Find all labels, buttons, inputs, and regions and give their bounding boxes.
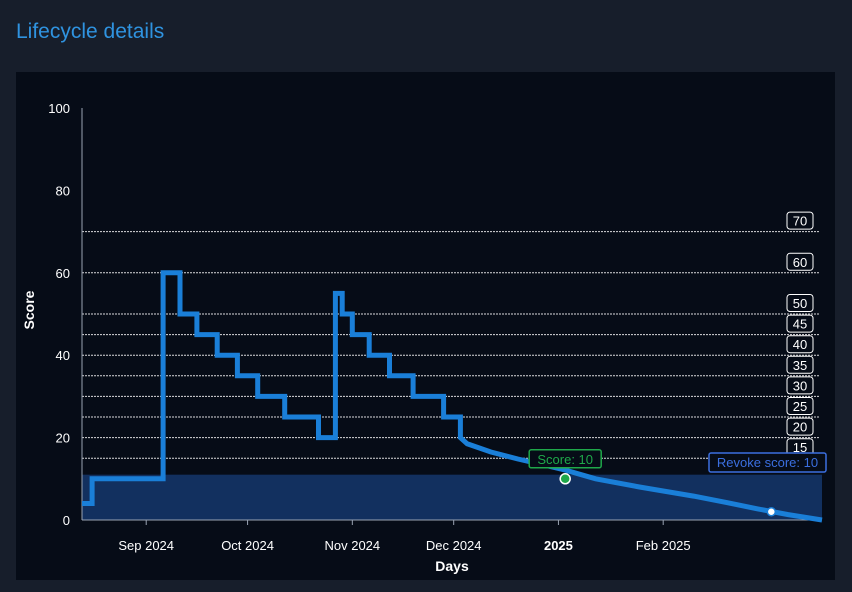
reference-label-box <box>786 335 814 354</box>
y-tick-label: 60 <box>56 266 70 281</box>
score-label-box <box>528 449 602 469</box>
chart-panel: 70 60 50 45 40 35 30 25 20 15 0 20 40 60 80 100 Sep 202… <box>16 72 835 580</box>
score-label: Score: 10 <box>537 452 593 467</box>
x-tick-label: Feb 2025 <box>636 538 691 553</box>
lifecycle-chart: 70 60 50 45 40 35 30 25 20 15 0 20 40 60 80 100 Sep 202… <box>21 101 827 574</box>
page-title: Lifecycle details <box>16 20 165 43</box>
reference-label-box <box>786 397 814 415</box>
x-axis-title: Days <box>435 558 469 574</box>
y-tick-label: 100 <box>48 101 70 116</box>
reference-label-box <box>786 211 814 230</box>
y-tick-label: 80 <box>56 183 70 198</box>
x-tick-label: Oct 2024 <box>221 538 274 553</box>
y-tick-label: 40 <box>56 348 70 363</box>
reference-label-box <box>786 417 814 436</box>
reference-label-box <box>786 252 814 271</box>
reference-label: 50 <box>793 296 807 311</box>
reference-label: 35 <box>793 358 807 373</box>
x-tick-label: Nov 2024 <box>324 538 380 553</box>
revoke-label-box <box>708 452 827 473</box>
reference-label: 25 <box>793 399 807 414</box>
reference-label: 40 <box>793 337 807 352</box>
score-marker-point[interactable] <box>559 473 571 485</box>
reference-label-box <box>786 314 814 333</box>
reference-label-box <box>786 294 814 312</box>
reference-label: 20 <box>793 420 807 435</box>
reference-label: 30 <box>793 378 807 393</box>
reference-label-box <box>786 376 814 395</box>
reference-label: 45 <box>793 317 807 332</box>
revoke-label: Revoke score: 10 <box>717 455 818 470</box>
x-tick-label: Sep 2024 <box>118 538 174 553</box>
y-axis-title: Score <box>21 290 37 329</box>
reference-label-box <box>786 355 814 374</box>
revoke-marker-point[interactable] <box>766 507 777 517</box>
y-tick-label: 20 <box>56 431 70 446</box>
reference-label: 15 <box>793 440 807 455</box>
y-tick-label: 0 <box>63 513 70 528</box>
reference-label: 60 <box>793 255 807 270</box>
x-tick-label: Dec 2024 <box>426 538 482 553</box>
reference-label: 70 <box>793 214 807 229</box>
x-tick-label: 2025 <box>544 538 573 553</box>
